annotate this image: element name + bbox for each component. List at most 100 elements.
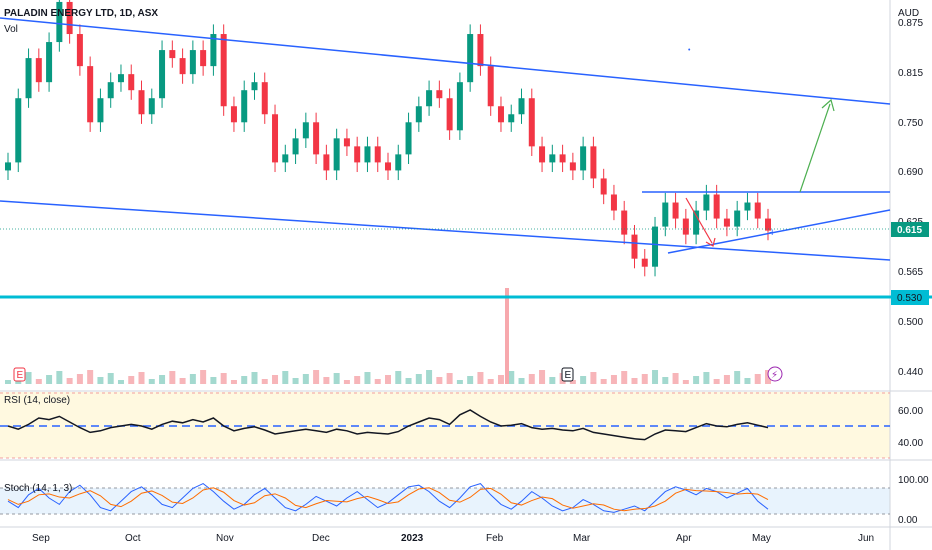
volume-bar	[364, 372, 371, 384]
rising-support-line[interactable]	[667, 209, 891, 254]
candle-body	[76, 34, 83, 67]
candle-body	[559, 154, 566, 163]
rsi-pane[interactable]	[0, 392, 890, 458]
candle-body	[385, 162, 391, 171]
volume-bar	[179, 378, 186, 384]
volume-spike-bar	[505, 288, 509, 384]
volume-bar	[385, 375, 391, 384]
candle-body	[35, 58, 42, 83]
symbol-title[interactable]: PALADIN ENERGY LTD, 1D, ASX	[4, 8, 158, 19]
earnings-event-marker[interactable]: E	[13, 367, 26, 382]
volume-bar	[46, 375, 53, 384]
price-tick-label: 0.690	[898, 167, 923, 178]
candle-body	[241, 90, 248, 123]
candle-body	[189, 50, 196, 75]
channel-lower-trendline[interactable]	[0, 200, 891, 261]
candle-body	[251, 82, 258, 91]
candle-body	[354, 146, 361, 163]
volume-bar	[5, 380, 11, 384]
candle-body	[426, 90, 433, 107]
time-tick-label: Feb	[486, 533, 504, 544]
time-tick-label: Jun	[858, 533, 874, 544]
candle-body	[56, 1, 63, 43]
price-tick-label: 0.815	[898, 68, 923, 79]
volume-legend[interactable]: Vol	[4, 24, 18, 35]
volume-bar	[528, 374, 535, 384]
candle-body	[672, 202, 679, 219]
volume-bar	[672, 373, 679, 384]
volume-bar	[56, 371, 63, 384]
candle-body	[66, 1, 73, 35]
pullback-arrow[interactable]	[685, 197, 713, 244]
volume-bar	[189, 374, 196, 384]
volume-bar	[600, 379, 607, 384]
rsi-tick-60: 60.00	[898, 406, 923, 417]
candle-body	[292, 138, 299, 155]
volume-bar	[610, 375, 617, 384]
candle-body	[765, 218, 771, 231]
rsi-legend[interactable]: RSI (14, close)	[4, 395, 70, 406]
volume-bar	[313, 370, 320, 384]
volume-bar	[272, 375, 279, 384]
candle-body	[621, 210, 628, 235]
volume-bar	[97, 377, 104, 384]
candle-body	[97, 98, 104, 123]
projection-arrowhead	[821, 98, 835, 112]
candle-body	[549, 154, 556, 163]
volume-bar	[282, 371, 289, 384]
time-tick-label: Nov	[216, 533, 234, 544]
volume-bar	[436, 377, 443, 384]
earnings-event-marker[interactable]: E	[561, 367, 574, 382]
candle-body	[405, 122, 412, 155]
support-level-badge: 0.530	[891, 290, 929, 305]
volume-bar	[508, 371, 515, 384]
volume-bar	[754, 374, 761, 384]
volume-bar	[539, 370, 546, 384]
candle-body	[313, 122, 320, 155]
volume-bar	[467, 376, 474, 384]
volume-bar	[261, 379, 268, 384]
volume-bar	[302, 374, 309, 384]
volume-bar	[590, 372, 597, 384]
volume-bar	[734, 371, 741, 384]
candle-body	[631, 234, 638, 259]
volume-bar	[200, 370, 207, 384]
candle-body	[230, 106, 237, 123]
candle-body	[436, 90, 443, 99]
time-tick-label: Dec	[312, 533, 330, 544]
volume-bar	[159, 375, 166, 384]
volume-bar	[117, 380, 124, 384]
price-pane[interactable]	[0, 0, 890, 390]
channel-upper-trendline[interactable]	[0, 17, 891, 105]
projection-arrow[interactable]	[799, 103, 831, 193]
volume-bar	[569, 380, 576, 384]
earnings-icon: E	[565, 370, 572, 381]
stoch-band	[0, 488, 890, 514]
candle-body	[518, 98, 525, 115]
candle-body	[610, 194, 617, 211]
volume-bar	[693, 376, 700, 384]
candle-body	[148, 98, 155, 115]
dividend-event-marker[interactable]: ⚡	[767, 366, 783, 382]
candle-body	[395, 154, 402, 171]
volume-bar	[426, 370, 433, 384]
volume-bar	[631, 378, 638, 384]
candle-body	[128, 74, 135, 91]
volume-bar	[354, 376, 361, 384]
time-axis[interactable]: Sep Oct Nov Dec 2023 Feb Mar Apr May Jun	[32, 533, 874, 544]
candle-body	[641, 258, 648, 267]
candle-body	[446, 98, 453, 131]
candle-body	[5, 162, 11, 171]
lightning-icon: ⚡	[771, 370, 778, 381]
volume-bar	[374, 379, 381, 384]
volume-bar	[333, 373, 340, 384]
stoch-legend[interactable]: Stoch (14, 1, 3)	[4, 483, 72, 494]
volume-bar	[169, 371, 176, 384]
candle-body	[302, 122, 309, 139]
candle-body	[210, 34, 217, 67]
volume-bar	[66, 378, 73, 384]
candle-body	[220, 34, 227, 107]
candle-body	[169, 50, 176, 59]
